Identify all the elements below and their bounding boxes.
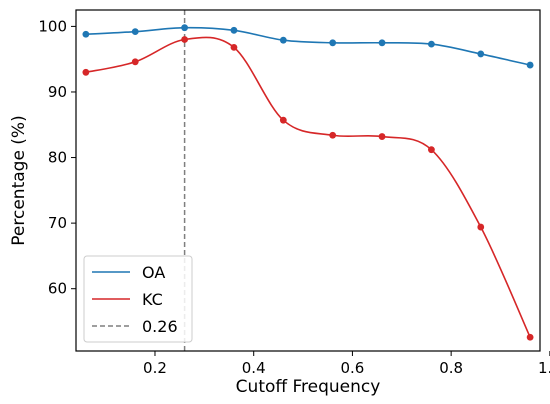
y-tick-label: 60 <box>48 280 67 298</box>
data-point-kc <box>329 131 337 139</box>
data-point-kc <box>181 36 188 43</box>
data-point-kc <box>82 68 90 76</box>
legend-box <box>83 255 193 343</box>
legend-label-cutoff: 0.26 <box>142 317 178 336</box>
x-tick-label: 0.8 <box>439 359 463 377</box>
x-tick-label: 0.6 <box>340 359 364 377</box>
data-point-oa <box>279 36 287 44</box>
x-tick-label: 1.0 <box>538 359 550 377</box>
data-point-oa <box>428 40 435 48</box>
data-point-oa <box>526 61 534 69</box>
x-axis-ticks: 0.2 0.4 0.6 0.8 1.0 <box>143 351 550 377</box>
data-point-oa <box>181 24 188 32</box>
legend: OA KC 0.26 <box>83 255 193 343</box>
data-point-kc <box>279 116 287 124</box>
axes: 0.2 0.4 0.6 0.8 1.0 60 70 80 90 100 Cutoff Frequ… <box>9 9 550 397</box>
plot-area <box>82 10 534 351</box>
data-point-kc <box>131 58 139 66</box>
data-point-kc <box>477 223 485 231</box>
y-tick-label: 80 <box>48 149 67 167</box>
data-point-oa <box>378 39 386 47</box>
y-axis-label: Percentage (%) <box>9 115 29 245</box>
series-line-oa <box>85 26 531 66</box>
y-axis-ticks: 60 70 80 90 100 <box>38 17 76 298</box>
y-tick-label: 70 <box>48 214 67 232</box>
y-tick-label: 100 <box>38 17 67 35</box>
data-point-kc <box>378 133 386 140</box>
x-tick-label: 0.4 <box>242 359 266 377</box>
data-point-kc <box>526 333 534 341</box>
data-point-oa <box>82 30 90 38</box>
legend-label-oa: OA <box>142 263 165 282</box>
legend-label-kc: KC <box>142 290 163 309</box>
plot-frame <box>75 9 541 352</box>
data-point-oa <box>131 28 139 36</box>
data-point-oa <box>477 50 485 58</box>
y-tick-label: 90 <box>48 83 67 101</box>
data-point-oa <box>329 39 337 47</box>
x-axis-label: Cutoff Frequency <box>236 377 381 397</box>
data-point-oa <box>230 26 238 34</box>
x-tick-label: 0.2 <box>143 359 167 377</box>
series-line-kc <box>85 36 531 338</box>
data-point-kc <box>230 43 238 51</box>
data-point-kc <box>428 146 435 154</box>
